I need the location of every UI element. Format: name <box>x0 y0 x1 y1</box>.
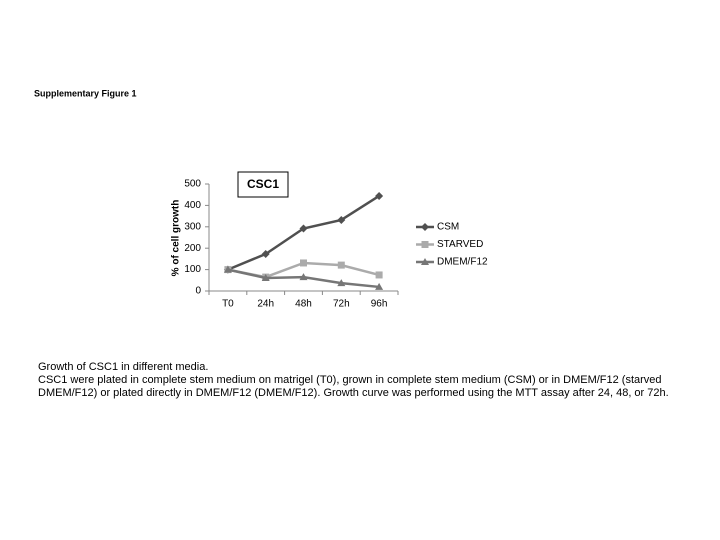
y-tick-label: 200 <box>184 243 201 254</box>
series-line <box>227 194 380 271</box>
marker <box>261 273 270 281</box>
caption-line: DMEM/F12) or plated directly in DMEM/F12… <box>38 387 669 399</box>
y-axis-label: % of cell growth <box>171 200 182 277</box>
y-tick-label: 400 <box>184 200 201 211</box>
marker <box>261 249 270 258</box>
x-tick-label: T0 <box>222 299 234 310</box>
y-tick-label: 0 <box>195 286 201 297</box>
y-tick-label: 100 <box>184 264 201 275</box>
x-tick-label: 24h <box>257 299 274 310</box>
marker <box>337 279 346 287</box>
chart-title: CSC1 <box>247 177 279 191</box>
y-tick-label: 300 <box>184 221 201 232</box>
header-title: Supplementary Figure 1 <box>34 88 137 98</box>
caption-line: Growth of CSC1 in different media. <box>38 361 208 373</box>
marker <box>299 273 308 281</box>
marker <box>299 224 308 233</box>
x-tick-label: 96h <box>371 299 388 310</box>
x-tick-label: 72h <box>333 299 350 310</box>
legend-label: CSM <box>437 222 459 233</box>
marker <box>337 215 346 224</box>
caption-line: CSC1 were plated in complete stem medium… <box>38 374 662 386</box>
marker <box>223 265 232 273</box>
marker <box>375 271 383 279</box>
marker <box>421 223 429 231</box>
legend-label: STARVED <box>437 239 483 250</box>
marker <box>421 241 429 248</box>
marker <box>337 261 345 269</box>
x-tick-label: 48h <box>295 299 312 310</box>
marker <box>300 259 307 267</box>
title-box <box>237 171 289 198</box>
marker <box>375 282 384 290</box>
y-tick-label: 500 <box>184 179 201 190</box>
marker <box>421 258 429 265</box>
marker <box>375 191 384 200</box>
legend-label: DMEM/F12 <box>437 257 488 268</box>
